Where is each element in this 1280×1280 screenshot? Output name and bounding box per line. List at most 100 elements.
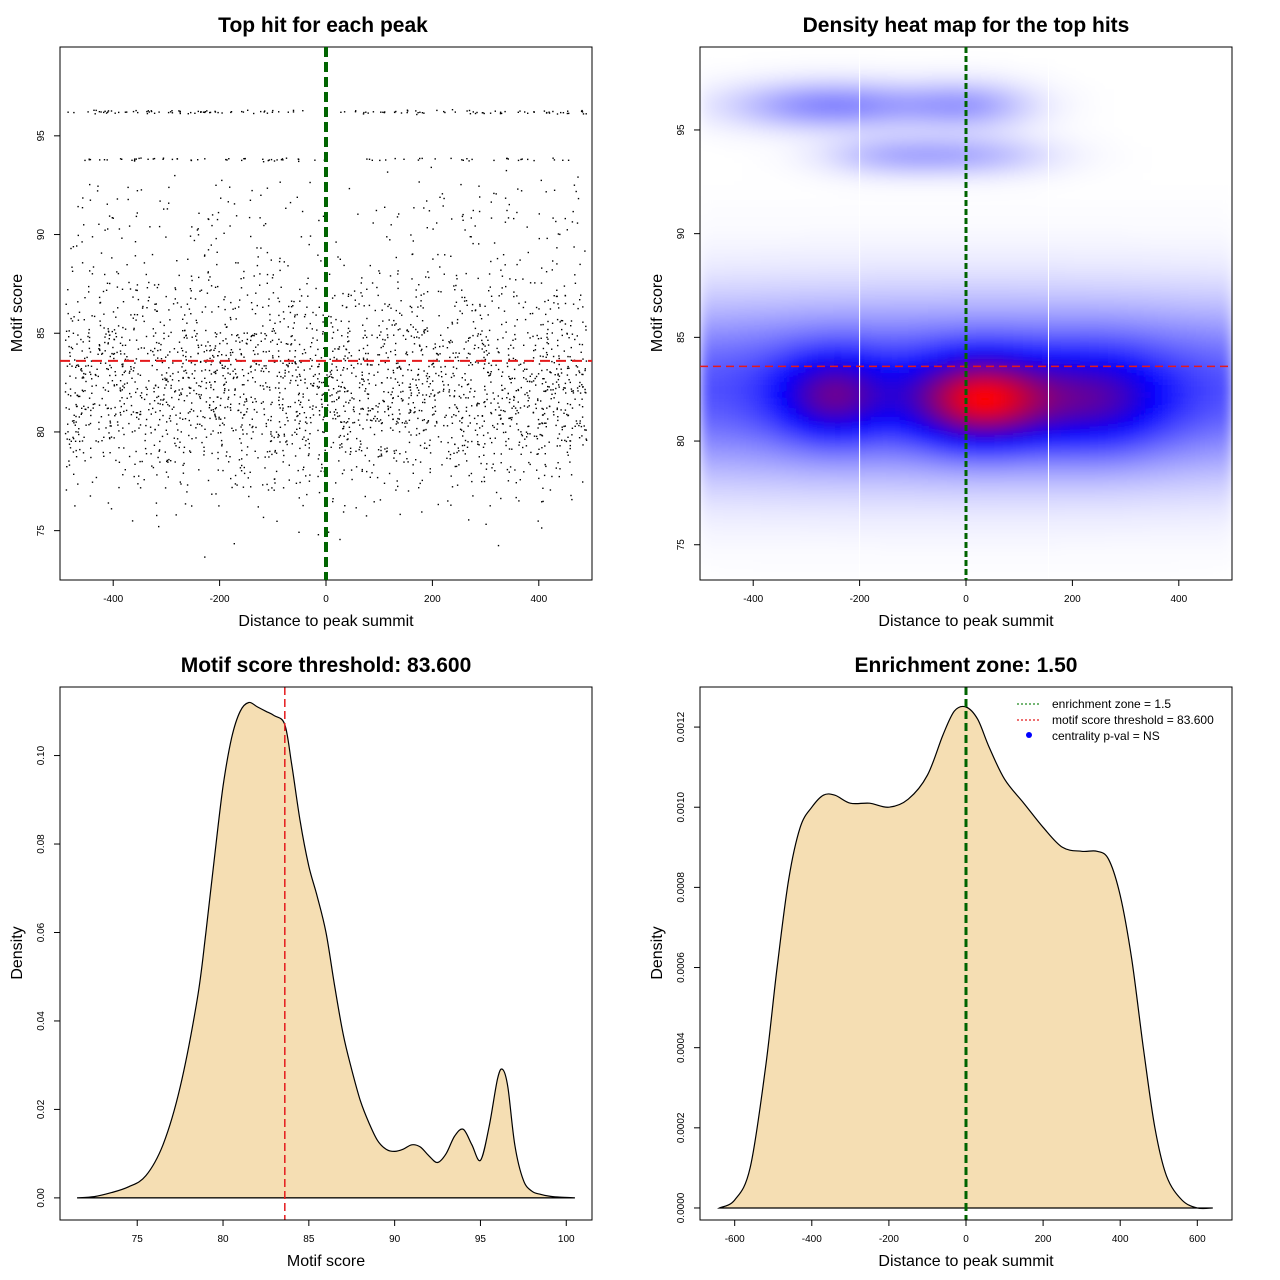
heatmap-cell xyxy=(823,161,834,172)
heatmap-cell xyxy=(833,256,844,267)
heatmap-cell xyxy=(1013,180,1024,191)
heatmap-cell xyxy=(719,475,730,486)
heatmap-cell xyxy=(909,389,920,400)
scatter-point xyxy=(120,414,122,416)
scatter-point xyxy=(457,356,459,358)
heatmap-cell xyxy=(899,532,910,543)
heatmap-cell xyxy=(747,66,758,77)
heatmap-cell xyxy=(842,503,853,514)
scatter-point xyxy=(467,383,470,385)
heatmap-cell xyxy=(871,475,882,486)
heatmap-cell xyxy=(700,132,711,143)
scatter-point xyxy=(152,328,154,330)
scatter-point xyxy=(346,306,348,308)
heatmap-cell xyxy=(937,561,948,572)
scatter-point xyxy=(270,431,272,433)
scatter-point xyxy=(468,519,470,521)
heatmap-cell xyxy=(804,104,815,115)
heatmap-cell xyxy=(757,446,768,457)
scatter-point xyxy=(209,350,211,352)
scatter-point xyxy=(98,344,101,346)
scatter-point xyxy=(221,445,223,447)
heatmap-cell xyxy=(823,561,834,572)
heatmap-cell xyxy=(738,570,749,580)
heatmap-cell xyxy=(890,570,901,580)
scatter-point xyxy=(78,311,81,313)
scatter-point xyxy=(389,406,392,408)
heatmap-cell xyxy=(947,389,958,400)
scatter-point xyxy=(204,377,206,379)
heatmap-cell xyxy=(795,541,806,552)
scatter-point xyxy=(453,285,455,287)
heatmap-cell xyxy=(947,246,958,257)
scatter-point xyxy=(548,441,550,443)
heatmap-cell xyxy=(947,484,958,495)
scatter-point xyxy=(113,329,116,331)
scatter-point xyxy=(121,288,124,290)
scatter-point xyxy=(512,357,515,360)
scatter-point xyxy=(310,421,312,424)
scatter-point xyxy=(67,289,69,291)
scatter-point xyxy=(286,440,288,442)
scatter-point xyxy=(467,441,469,443)
scatter-point xyxy=(108,338,110,340)
scatter-point xyxy=(395,309,397,312)
heatmap-cell xyxy=(956,104,967,115)
heatmap-cell xyxy=(880,456,891,467)
heatmap-cell xyxy=(852,494,863,505)
scatter-point xyxy=(148,296,150,298)
scatter-point xyxy=(411,278,413,280)
scatter-point xyxy=(343,435,345,437)
scatter-point xyxy=(397,381,399,383)
heatmap-cell xyxy=(1004,161,1015,172)
scatter-point xyxy=(410,369,413,372)
scatter-point xyxy=(346,421,349,423)
scatter-point xyxy=(211,311,213,313)
scatter-point xyxy=(498,406,500,408)
scatter-point xyxy=(387,391,390,394)
scatter-point xyxy=(91,236,94,238)
scatter-point xyxy=(347,295,350,297)
heatmap-cell xyxy=(1023,304,1034,315)
scatter-point xyxy=(169,420,172,422)
heatmap-cell xyxy=(1004,351,1015,362)
heatmap-cell xyxy=(880,132,891,143)
scatter-point xyxy=(358,413,361,415)
scatter-point xyxy=(193,329,196,332)
scatter-point xyxy=(308,243,310,246)
scatter-point xyxy=(434,158,436,160)
scatter-point xyxy=(258,364,260,366)
scatter-point xyxy=(397,273,399,275)
heatmap-cell xyxy=(757,161,768,172)
heatmap-cell xyxy=(719,351,730,362)
heatmap-cell xyxy=(814,123,825,134)
scatter-point xyxy=(408,419,411,421)
scatter-point xyxy=(463,393,465,396)
scatter-point xyxy=(350,364,353,366)
scatter-point xyxy=(228,358,230,360)
scatter-point xyxy=(507,480,510,482)
scatter-point xyxy=(252,334,254,336)
heatmap-cell xyxy=(1023,75,1034,86)
scatter-point xyxy=(549,371,551,373)
scatter-point xyxy=(171,110,173,112)
heatmap-cell xyxy=(1023,503,1034,514)
scatter-point xyxy=(250,486,252,488)
heatmap-cell xyxy=(1023,151,1034,162)
heatmap-cell xyxy=(823,418,834,429)
heatmap-cell xyxy=(804,323,815,334)
scatter-point xyxy=(97,353,99,355)
scatter-point xyxy=(500,462,502,464)
scatter-point xyxy=(469,353,471,355)
heatmap-cell xyxy=(747,161,758,172)
heatmap-cell xyxy=(937,123,948,134)
scatter-point xyxy=(522,278,524,280)
scatter-point xyxy=(494,437,496,439)
scatter-point xyxy=(331,326,334,328)
scatter-point xyxy=(71,270,74,272)
scatter-point xyxy=(187,113,189,115)
scatter-point xyxy=(496,257,499,260)
heatmap-cell xyxy=(937,218,948,229)
scatter-point xyxy=(137,111,139,114)
scatter-point xyxy=(104,229,106,231)
